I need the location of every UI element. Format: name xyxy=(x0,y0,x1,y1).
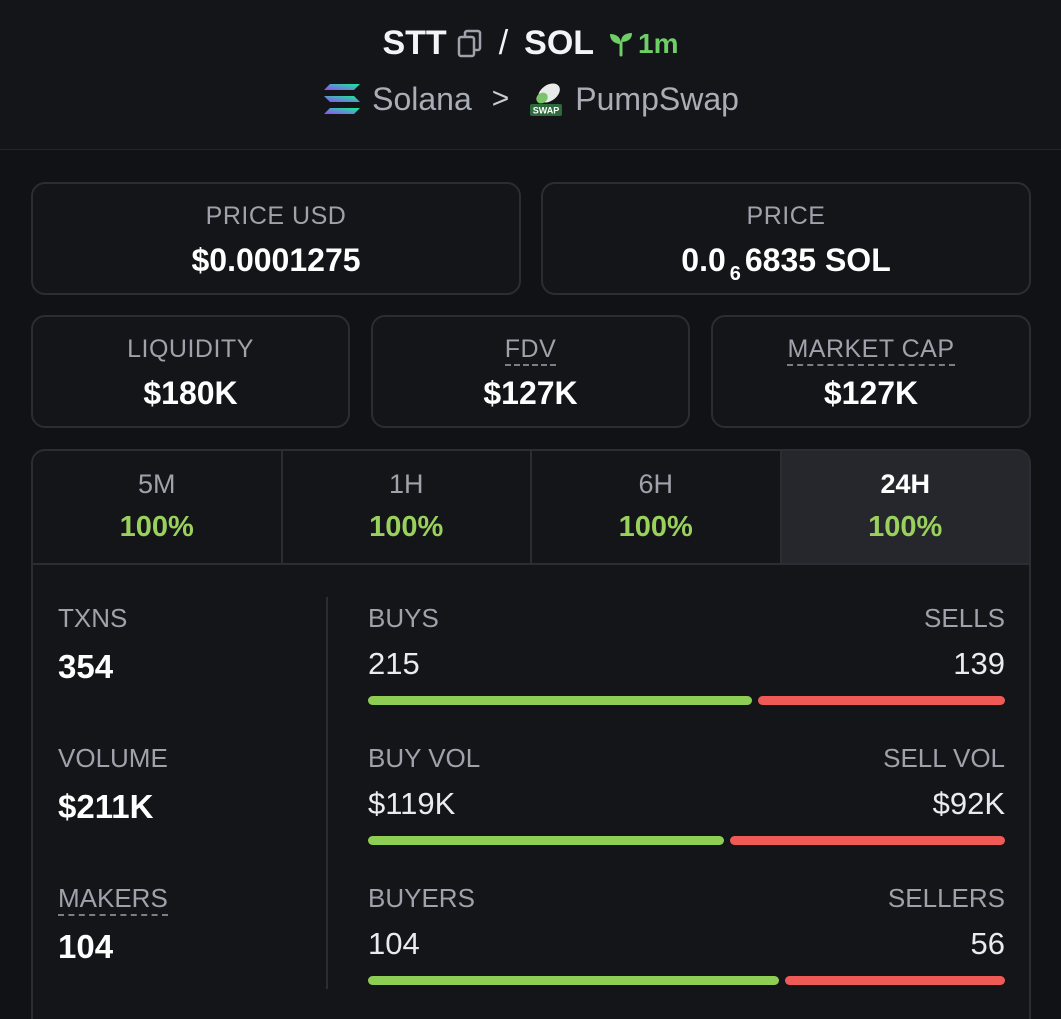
txns-stat: TXNS 354 xyxy=(58,603,127,686)
market-cap-label[interactable]: MARKET CAP xyxy=(787,335,955,366)
pumpswap-badge-text: SWAP xyxy=(533,106,560,116)
tab-1h[interactable]: 1H 100% xyxy=(283,451,532,563)
pair-age: 1m xyxy=(608,27,679,60)
buyers-value: 104 xyxy=(368,926,420,961)
buy-vol-bar xyxy=(368,836,724,845)
liquidity-label: LIQUIDITY xyxy=(127,335,254,363)
buy-sell-volume-bar xyxy=(368,836,1005,845)
liquidity-card: LIQUIDITY $180K xyxy=(31,315,350,428)
pumpswap-logo-icon: SWAP xyxy=(530,83,563,116)
price-native-card: PRICE 0.0 6 6835 SOL xyxy=(541,182,1031,295)
breadcrumb-dex[interactable]: PumpSwap xyxy=(575,80,739,117)
buy-vol-value: $119K xyxy=(368,786,456,821)
txns-value: 354 xyxy=(58,648,114,685)
buys-bar xyxy=(368,696,752,705)
sellers-bar xyxy=(785,976,1005,985)
copy-icon[interactable] xyxy=(457,29,483,59)
price-usd-value: $0.0001275 xyxy=(191,242,361,278)
price-native-prefix: 0.0 xyxy=(681,242,726,278)
buys-value: 215 xyxy=(368,646,420,681)
buyers-label: BUYERS xyxy=(368,883,475,913)
price-usd-card: PRICE USD $0.0001275 xyxy=(31,182,521,295)
sells-label: SELLS xyxy=(924,603,1005,633)
sell-vol-value: $92K xyxy=(932,786,1005,821)
tab-6h[interactable]: 6H 100% xyxy=(532,451,782,563)
buyers-bar xyxy=(368,976,779,985)
volume-label: VOLUME xyxy=(58,743,168,773)
market-cap-value: $127K xyxy=(823,375,919,411)
breadcrumb: Solana > SWAP PumpSwap xyxy=(0,80,1061,118)
tab-6h-label: 6H xyxy=(638,469,673,499)
column-divider xyxy=(326,597,328,989)
buy-vol-label: BUY VOL xyxy=(368,743,481,773)
stats-panel: 5M 100% 1H 100% 6H 100% 24H 100% TXNS 35… xyxy=(31,449,1031,1019)
base-token-symbol: STT xyxy=(382,24,447,62)
tab-24h-label: 24H xyxy=(880,469,931,499)
sellers-label: SELLERS xyxy=(887,883,1005,913)
buys-sells-ratio: BUYS SELLS 215 139 xyxy=(368,603,1005,705)
solana-logo-icon xyxy=(324,84,361,114)
fdv-label[interactable]: FDV xyxy=(504,335,557,366)
pair-separator: / xyxy=(498,24,509,62)
price-native-label: PRICE xyxy=(746,202,826,230)
makers-value: 104 xyxy=(58,928,114,965)
liquidity-value: $180K xyxy=(143,375,238,411)
fdv-value: $127K xyxy=(483,375,578,411)
buys-sells-bar xyxy=(368,696,1005,705)
sell-vol-bar xyxy=(730,836,1005,845)
sellers-value: 56 xyxy=(970,926,1005,961)
txns-label: TXNS xyxy=(58,603,128,633)
tab-5m-label: 5M xyxy=(137,469,176,499)
quote-token-symbol: SOL xyxy=(524,24,595,62)
price-native-zero-count: 6 xyxy=(729,263,741,285)
makers-stat: MAKERS 104 xyxy=(58,883,168,966)
breadcrumb-chevron: > xyxy=(491,82,510,115)
seedling-icon xyxy=(610,32,633,56)
buys-label: BUYS xyxy=(368,603,439,633)
price-usd-label: PRICE USD xyxy=(205,202,347,230)
breadcrumb-chain[interactable]: Solana xyxy=(372,80,472,117)
volume-stat: VOLUME $211K xyxy=(58,743,168,826)
buyers-sellers-bar xyxy=(368,976,1005,985)
volume-value: $211K xyxy=(58,788,154,825)
tab-5m-change: 100% xyxy=(119,511,194,543)
tab-5m[interactable]: 5M 100% xyxy=(33,451,283,563)
fdv-card: FDV $127K xyxy=(371,315,690,428)
sells-value: 139 xyxy=(953,646,1005,681)
tab-1h-change: 100% xyxy=(369,511,444,543)
buyers-sellers-ratio: BUYERS SELLERS 104 56 xyxy=(368,883,1005,985)
buy-sell-volume-ratio: BUY VOL SELL VOL $119K $92K xyxy=(368,743,1005,845)
tab-24h-change: 100% xyxy=(868,511,943,543)
tab-6h-change: 100% xyxy=(618,511,693,543)
tab-24h[interactable]: 24H 100% xyxy=(781,451,1029,563)
sells-bar xyxy=(758,696,1005,705)
pair-age-text: 1m xyxy=(638,27,679,59)
pair-header: STT / SOL 1m xyxy=(0,0,1061,150)
market-cap-card: MARKET CAP $127K xyxy=(711,315,1031,428)
timeframe-tabs: 5M 100% 1H 100% 6H 100% 24H 100% xyxy=(33,451,1029,565)
makers-label[interactable]: MAKERS xyxy=(58,883,168,916)
sell-vol-label: SELL VOL xyxy=(883,743,1005,773)
price-native-suffix: 6835 SOL xyxy=(744,242,891,278)
pair-title: STT / SOL 1m xyxy=(0,24,1061,63)
price-native-value: 0.0 6 6835 SOL xyxy=(543,242,1029,285)
tab-1h-label: 1H xyxy=(388,469,424,499)
